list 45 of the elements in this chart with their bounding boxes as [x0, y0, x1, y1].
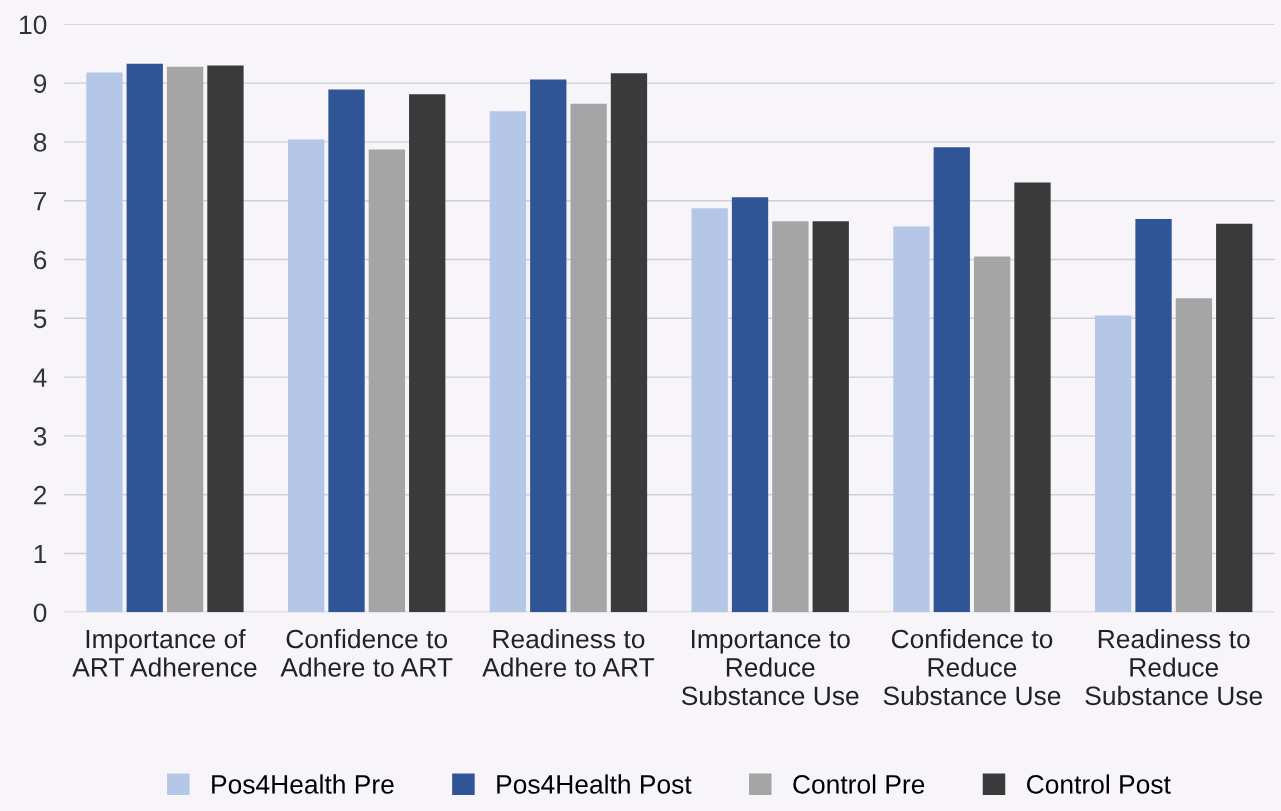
- bar: [126, 63, 163, 613]
- x-tick-label: Importance to Reduce Substance Use: [681, 629, 859, 706]
- y-tick-label: 5: [33, 309, 47, 329]
- x-tick-label: Readiness to Reduce Substance Use: [1085, 628, 1263, 706]
- bar: [489, 111, 527, 613]
- bar: [1095, 315, 1132, 613]
- bar: [1014, 182, 1051, 613]
- bar: [610, 73, 648, 613]
- bar: [166, 66, 204, 613]
- y-tick-label: 1: [34, 544, 47, 564]
- y-tick-label: 0: [33, 603, 47, 623]
- bar: [288, 139, 325, 613]
- legend-label: Pos4Health Pre: [212, 774, 394, 794]
- bar: [973, 256, 1011, 613]
- x-tick-label: Confidence to Reduce Substance Use: [883, 628, 1061, 706]
- bar: [1216, 223, 1253, 613]
- bar: [893, 226, 930, 613]
- bar: [409, 94, 446, 613]
- x-tick-label: Confidence to Adhere to ART: [280, 628, 453, 677]
- y-tick-label: 4: [33, 368, 47, 387]
- bar: [328, 89, 365, 613]
- bar: [368, 149, 406, 613]
- x-tick-label: Importance of ART Adherence: [72, 629, 257, 677]
- legend-label: Control Post: [1027, 774, 1171, 794]
- bar: [530, 79, 567, 613]
- bar: [1175, 298, 1213, 613]
- y-tick-label: 6: [34, 250, 47, 270]
- x-tick-label: Readiness to Adhere to ART: [482, 628, 655, 677]
- bar: [731, 197, 769, 613]
- legend-label: Control Pre: [793, 774, 925, 794]
- bar: [812, 221, 849, 613]
- bar: [772, 221, 809, 613]
- y-tick-label: 3: [33, 427, 47, 446]
- bar: [933, 147, 970, 613]
- bar: [1135, 218, 1172, 613]
- y-tick-label: 7: [34, 192, 47, 211]
- legend-label: Pos4Health Post: [497, 774, 692, 794]
- bar: [691, 208, 728, 613]
- y-tick-label: 2: [34, 485, 47, 505]
- bar: [570, 103, 607, 613]
- bar: [207, 65, 244, 613]
- y-tick-label: 9: [33, 74, 47, 93]
- y-tick-label: 10: [20, 15, 47, 35]
- y-tick-label: 8: [33, 133, 47, 152]
- bar: [86, 72, 123, 613]
